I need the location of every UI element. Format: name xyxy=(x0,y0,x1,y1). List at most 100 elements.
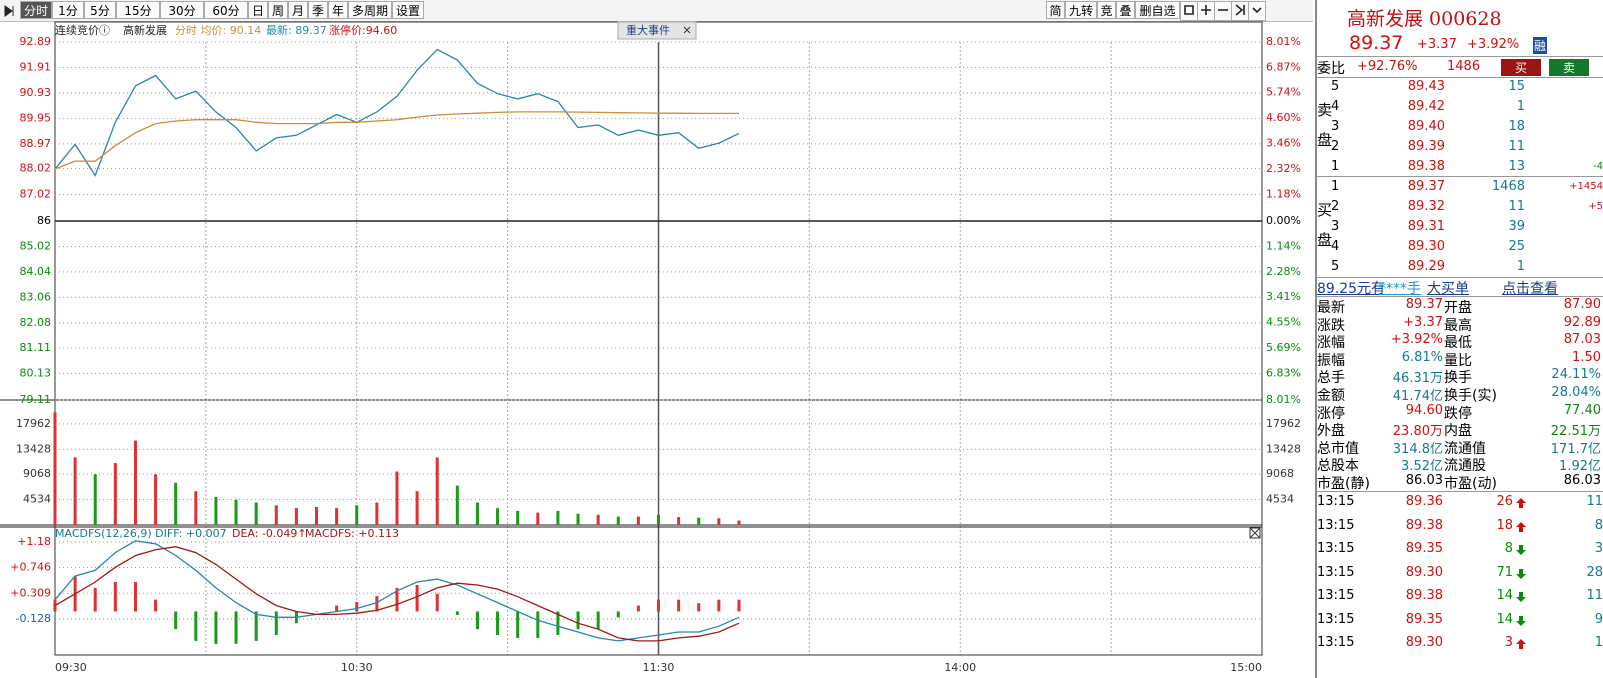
trade-count: 11 xyxy=(1586,494,1603,509)
period-button[interactable]: 周 xyxy=(268,1,288,19)
period-button[interactable]: 60分 xyxy=(204,1,248,19)
book-price: 89.40 xyxy=(1407,119,1445,134)
x-tick-label: 10:30 xyxy=(341,661,373,674)
book-delta: -4 xyxy=(1593,161,1603,172)
y-tick-label: 89.95 xyxy=(20,111,52,124)
y-tick-label: 86 xyxy=(37,214,51,227)
level: 2 xyxy=(1331,139,1340,154)
period-button[interactable]: 15分 xyxy=(116,1,160,19)
bar xyxy=(596,611,600,630)
period-button[interactable]: 30分 xyxy=(160,1,204,19)
y-tick-label: 88.97 xyxy=(20,137,52,150)
avg-label: 分时 均价: 90.14 xyxy=(175,24,261,37)
bar xyxy=(355,602,359,612)
book-price: 89.38 xyxy=(1407,159,1445,174)
buy-button[interactable]: 买 xyxy=(1501,59,1541,76)
bar xyxy=(556,510,560,525)
event-button[interactable] xyxy=(617,21,697,40)
trade-price: 89.35 xyxy=(1405,611,1443,627)
tool-button[interactable]: 竞 xyxy=(1097,1,1116,19)
bar xyxy=(475,611,479,630)
stat-value: 87.90 xyxy=(1563,297,1601,312)
trade-time: 13:15 xyxy=(1317,564,1355,580)
period-button[interactable]: 1分 xyxy=(52,1,84,19)
period-button[interactable]: 多周期 xyxy=(348,1,392,19)
period-button[interactable]: 年 xyxy=(328,1,348,19)
bar xyxy=(717,599,721,612)
change: +3.37 xyxy=(1417,37,1457,52)
bar xyxy=(415,491,419,525)
quote-panel: 高新发展 000628 89.37 +3.37 +3.92% 融委比 +92.76% 148… xyxy=(1315,0,1603,678)
y2-tick-label: 6.87% xyxy=(1266,60,1301,73)
period-button[interactable]: 5分 xyxy=(84,1,116,19)
bar xyxy=(93,587,97,612)
period-button[interactable]: 设置 xyxy=(392,1,424,19)
trade-price: 89.35 xyxy=(1405,541,1443,556)
y2-tick-label: 13428 xyxy=(1266,442,1301,455)
tool-button[interactable]: 叠 xyxy=(1116,1,1135,19)
period-button[interactable]: 分时 xyxy=(20,1,52,19)
trade-price: 89.36 xyxy=(1405,494,1443,509)
book-vol: 25 xyxy=(1508,239,1525,254)
y-tick-label: 90.93 xyxy=(20,86,52,99)
level: 5 xyxy=(1331,259,1340,274)
stat-value: 92.89 xyxy=(1563,314,1601,330)
trade-arrow xyxy=(1516,498,1526,508)
period-button[interactable]: 日 xyxy=(248,1,268,19)
y2-tick-label: 17962 xyxy=(1266,417,1301,430)
bar xyxy=(697,603,701,612)
y2-tick-label: 4.55% xyxy=(1266,316,1301,329)
toolbar-icon[interactable] xyxy=(2,3,18,19)
stat-value: 23.80万 xyxy=(1392,424,1443,440)
bar xyxy=(516,510,520,525)
sell-button[interactable]: 卖 xyxy=(1549,59,1589,76)
stat-value: 28.04% xyxy=(1551,385,1601,400)
bar xyxy=(274,505,278,525)
stat-label: 开盘 xyxy=(1444,300,1472,316)
trade-count: 9 xyxy=(1594,611,1603,627)
tool-button[interactable]: 简 xyxy=(1046,1,1065,19)
bar xyxy=(737,520,741,525)
level: 3 xyxy=(1331,119,1340,134)
bar xyxy=(496,611,500,635)
bar xyxy=(657,599,660,612)
last-label: 最新: 89.37 xyxy=(266,23,327,37)
bar xyxy=(355,505,359,525)
bar xyxy=(214,496,218,525)
level: 1 xyxy=(1331,159,1340,174)
y2-tick-label: 8.01% xyxy=(1266,35,1301,48)
badge: 融 xyxy=(1533,37,1548,54)
x-tick-label: 15:00 xyxy=(1230,661,1262,674)
trade-vol: 14 xyxy=(1496,611,1513,627)
divider xyxy=(1317,176,1603,177)
trade-arrow xyxy=(1516,592,1526,602)
bar xyxy=(636,605,640,612)
ratio: +92.76% xyxy=(1357,59,1418,74)
book-vol: 39 xyxy=(1508,219,1525,234)
tool-button[interactable]: 九转 xyxy=(1065,1,1097,19)
tool-icon[interactable] xyxy=(1248,1,1266,21)
bar xyxy=(636,516,640,525)
close-icon xyxy=(683,26,691,34)
tool-button[interactable]: 删自选 xyxy=(1135,1,1180,19)
book-price: 89.37 xyxy=(1407,179,1445,194)
y-tick-label: 13428 xyxy=(16,442,51,455)
book-price: 89.42 xyxy=(1407,99,1445,114)
stat-label: 总股本 xyxy=(1317,458,1359,475)
trade-price: 89.38 xyxy=(1405,588,1443,603)
level: 1 xyxy=(1331,179,1340,194)
divider xyxy=(1317,56,1603,57)
book-price: 89.31 xyxy=(1407,219,1445,234)
trade-vol: 18 xyxy=(1496,517,1513,533)
bar xyxy=(677,599,681,612)
trade-arrow xyxy=(1516,521,1526,532)
period-button[interactable]: 季 xyxy=(308,1,328,19)
bar xyxy=(315,506,319,525)
trade-time: 13:15 xyxy=(1317,541,1355,556)
trade-count: 1 xyxy=(1594,635,1603,650)
tool-icon[interactable] xyxy=(1180,1,1198,21)
stat-value: 87.03 xyxy=(1563,332,1601,348)
diff: 1486 xyxy=(1447,59,1481,74)
period-button[interactable]: 月 xyxy=(288,1,308,19)
banner-text[interactable]: 点击查看 xyxy=(1502,281,1558,297)
